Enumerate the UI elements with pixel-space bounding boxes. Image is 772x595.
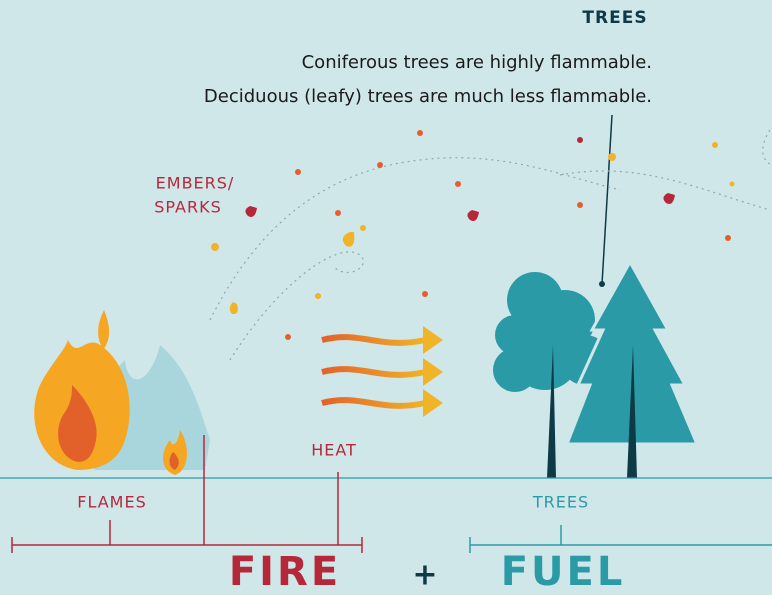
flame-tip (98, 310, 109, 350)
fuel-word: FUEL (501, 549, 626, 595)
embers-label: EMBERS/ (156, 174, 235, 193)
arrow-heads (423, 326, 443, 417)
embers-label: SPARKS (154, 198, 222, 217)
callout-line: Coniferous trees are highly flammable. (302, 52, 652, 73)
infographic: TREES Coniferous trees are highly flamma… (0, 0, 772, 595)
plus-sign: + (412, 558, 437, 593)
callout-pointer (602, 115, 612, 284)
heat-arrows (322, 337, 425, 406)
wind (210, 130, 772, 360)
callout-dot (599, 281, 605, 287)
fire-word: FIRE (229, 549, 341, 595)
callout-line: Deciduous (leafy) trees are much less fl… (204, 86, 652, 107)
heat-label: HEAT (311, 441, 357, 460)
trees-label: TREES (532, 493, 589, 512)
flames-label: FLAMES (77, 493, 147, 512)
callout-title: TREES (582, 8, 647, 28)
